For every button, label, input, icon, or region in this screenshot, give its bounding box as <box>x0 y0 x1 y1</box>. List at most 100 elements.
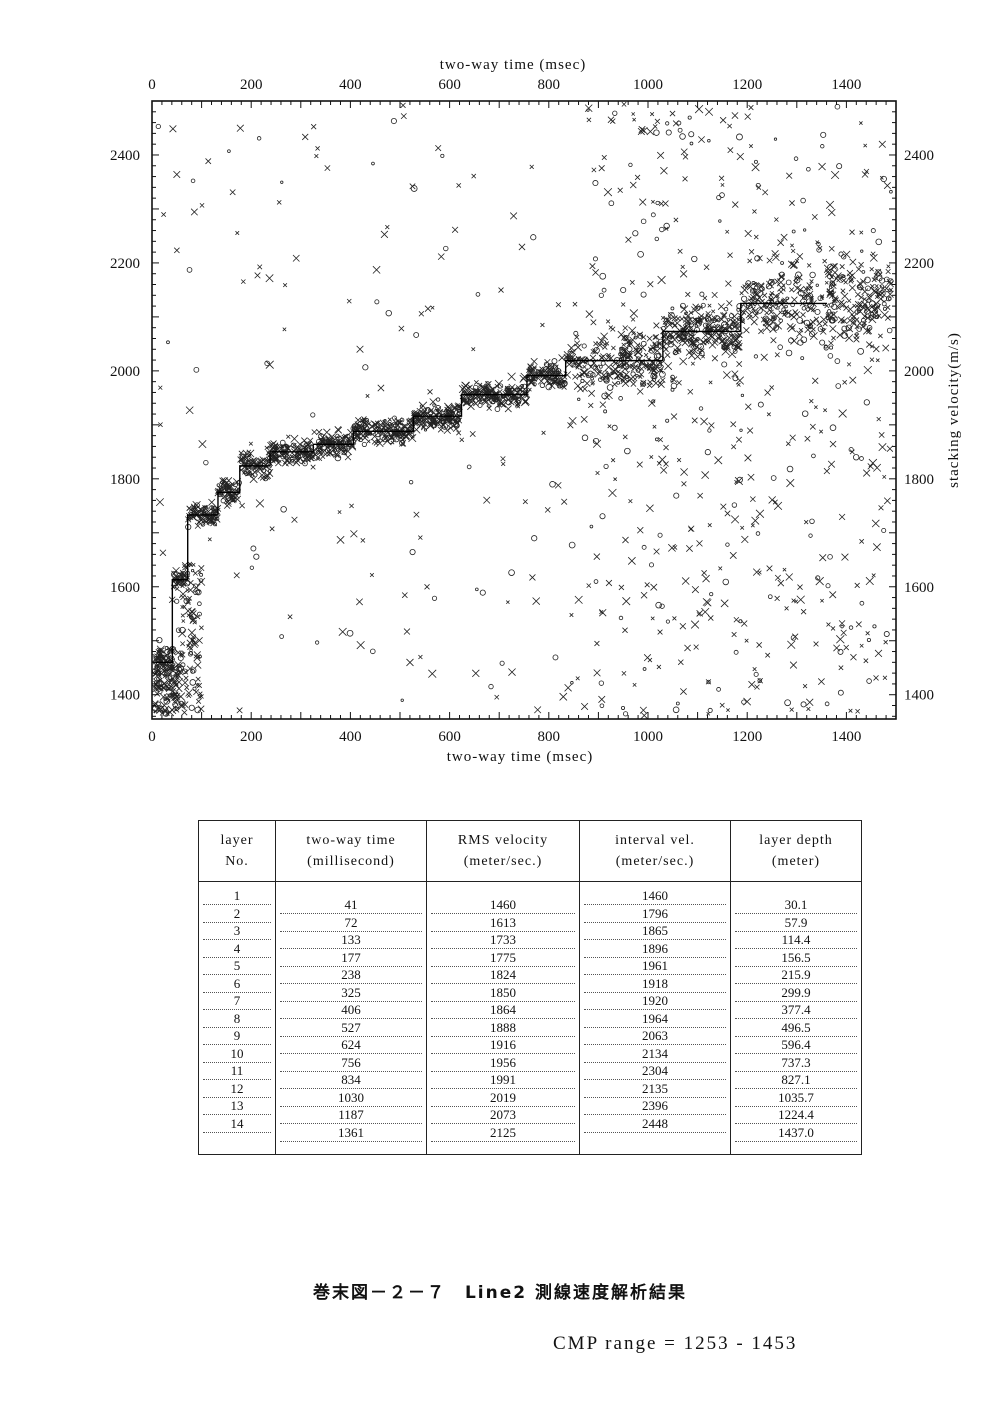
scatter-point <box>247 452 252 457</box>
scatter-point <box>626 346 633 353</box>
scatter-point <box>886 327 893 334</box>
scatter-point <box>551 358 558 365</box>
scatter-point <box>819 339 826 346</box>
scatter-point <box>388 438 394 444</box>
x-tick-label-bottom: 400 <box>339 729 362 745</box>
scatter-point <box>668 340 674 345</box>
scatter-point <box>831 269 839 277</box>
scatter-point <box>823 345 829 351</box>
scatter-point <box>838 513 846 521</box>
scatter-point <box>786 465 794 473</box>
scatter-point <box>882 344 890 352</box>
scatter-point <box>660 315 666 320</box>
scatter-point <box>622 711 629 717</box>
scatter-point <box>866 637 871 643</box>
scatter-point <box>599 401 607 408</box>
scatter-point <box>328 433 336 441</box>
y-tick-label-right: 1600 <box>904 580 934 596</box>
scatter-point <box>780 233 788 241</box>
scatter-point <box>777 283 786 292</box>
scatter-point <box>652 334 658 340</box>
scatter-point <box>708 422 715 429</box>
scatter-point <box>731 502 738 508</box>
table-cell: 10 <box>203 1046 271 1063</box>
scatter-point <box>845 334 854 342</box>
scatter-point <box>573 330 579 336</box>
scatter-point <box>680 468 689 476</box>
scatter-point <box>575 676 580 681</box>
scatter-point <box>859 121 863 125</box>
scatter-point <box>841 292 849 300</box>
scatter-point <box>840 629 847 636</box>
scatter-point <box>791 598 796 603</box>
scatter-point <box>869 357 875 362</box>
scatter-point <box>224 499 230 505</box>
scatter-point <box>589 354 597 362</box>
scatter-point <box>171 570 177 577</box>
column-values: 1460 1613 1733 1775 1824 1850 1864 1888 1916 1956… <box>431 888 575 1154</box>
scatter-point <box>682 315 691 323</box>
scatter-point <box>837 648 844 655</box>
table-cell: 1920 <box>584 993 726 1010</box>
scatter-point <box>793 310 801 318</box>
scatter-point <box>505 398 512 406</box>
scatter-point <box>627 556 636 565</box>
scatter-point <box>488 683 494 690</box>
scatter-point <box>657 363 662 368</box>
scatter-point <box>787 640 796 649</box>
table-cell: 1864 <box>431 1002 575 1019</box>
scatter-point <box>828 208 836 217</box>
scatter-point <box>840 274 845 279</box>
scatter-point <box>180 583 185 589</box>
scatter-point <box>606 372 610 377</box>
scatter-point <box>410 185 418 192</box>
scatter-point <box>409 183 416 190</box>
scatter-point <box>257 264 263 270</box>
scatter-point <box>665 418 670 423</box>
scatter-point <box>848 271 856 280</box>
scatter-point <box>698 305 704 310</box>
scatter-point <box>368 422 376 430</box>
scatter-point <box>831 297 838 304</box>
scatter-point <box>190 503 197 510</box>
scatter-point <box>881 301 887 307</box>
scatter-point <box>834 358 841 364</box>
scatter-point <box>861 270 866 274</box>
scatter-point <box>494 406 501 412</box>
scatter-point <box>541 430 546 435</box>
scatter-point <box>640 379 647 386</box>
scatter-point <box>589 524 594 529</box>
scatter-point <box>803 319 811 326</box>
scatter-point <box>790 336 799 345</box>
scatter-point <box>684 644 691 652</box>
scatter-point <box>188 614 193 619</box>
scatter-point <box>716 687 721 692</box>
scatter-point <box>830 626 836 631</box>
scatter-point <box>739 428 743 432</box>
scatter-point <box>748 249 755 255</box>
scatter-point <box>746 427 754 434</box>
scatter-point <box>706 711 711 716</box>
scatter-point <box>197 601 202 607</box>
table-cell: 2 <box>203 906 271 923</box>
scatter-point <box>762 323 771 332</box>
scatter-point <box>829 591 837 599</box>
scatter-point <box>427 421 435 429</box>
scatter-point <box>381 436 388 443</box>
scatter-point <box>609 118 616 124</box>
scatter-point <box>825 200 835 209</box>
scatter-point <box>508 569 515 576</box>
table-cell: 6 <box>203 976 271 993</box>
scatter-point <box>716 194 722 201</box>
scatter-point <box>356 425 362 431</box>
scatter-point <box>554 481 562 489</box>
scatter-point <box>580 378 585 384</box>
scatter-point <box>279 634 284 639</box>
scatter-point <box>271 453 279 462</box>
table-cell: 72 <box>280 915 422 932</box>
scatter-point <box>841 325 848 332</box>
scatter-point <box>672 706 680 714</box>
table-cell: 1888 <box>431 1020 575 1037</box>
scatter-point <box>660 326 666 331</box>
scatter-point <box>264 360 270 367</box>
